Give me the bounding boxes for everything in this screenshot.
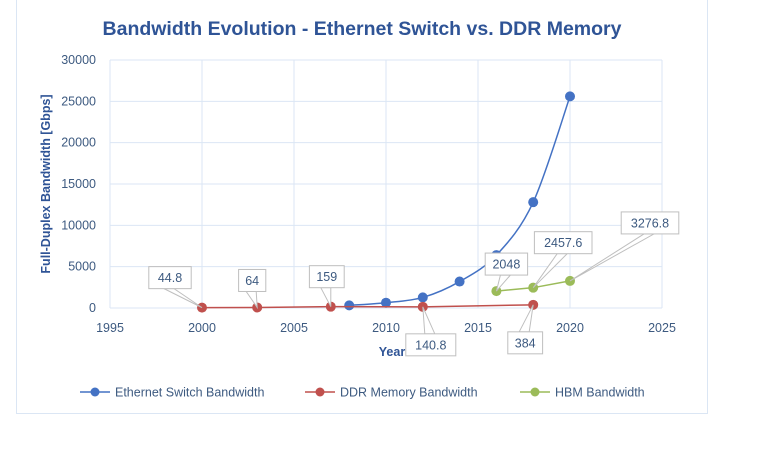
data-label-text: 64 <box>245 274 259 288</box>
data-label-text: 384 <box>515 336 536 350</box>
legend-item: Ethernet Switch Bandwidth <box>80 386 264 400</box>
data-point <box>454 276 465 287</box>
y-tick-label: 20000 <box>61 136 96 150</box>
data-point <box>565 91 575 102</box>
data-label: 384 <box>507 304 544 355</box>
legend-item: DDR Memory Bandwidth <box>305 386 478 400</box>
data-label: 2457.6 <box>532 231 593 289</box>
data-point <box>344 300 355 311</box>
y-tick-label: 5000 <box>68 260 96 274</box>
data-label-text: 2457.6 <box>544 236 582 250</box>
callout-pointer <box>422 306 436 335</box>
data-label-text: 2048 <box>492 258 520 272</box>
data-label-text: 140.8 <box>415 338 446 352</box>
x-tick-label: 2025 <box>648 321 676 335</box>
grid <box>109 59 663 309</box>
data-labels: 44.8 64 159 140.8 384 2048 2457.6 3276.8 <box>148 211 680 357</box>
callout-box <box>533 231 593 255</box>
chart-title: Bandwidth Evolution - Ethernet Switch vs… <box>103 18 622 40</box>
legend-marker <box>315 387 325 397</box>
callout-box <box>148 266 192 290</box>
y-tick-label: 15000 <box>61 177 96 191</box>
callout-pointer <box>163 288 203 309</box>
callout-pointer <box>245 290 258 310</box>
y-tick-labels: 0 5000 10000 15000 20000 25000 30000 <box>61 53 96 315</box>
legend: Ethernet Switch Bandwidth DDR Memory Band… <box>80 386 645 400</box>
callout-box <box>620 211 680 235</box>
x-tick-label: 2005 <box>280 321 308 335</box>
data-label: 3276.8 <box>569 211 680 282</box>
callout-pointer <box>495 274 512 292</box>
x-axis-title: Year <box>379 345 406 359</box>
data-label: 159 <box>308 265 345 307</box>
data-label-text: 159 <box>316 270 337 284</box>
callout-box <box>484 252 529 276</box>
legend-item: HBM Bandwidth <box>520 386 645 400</box>
series-line <box>201 304 534 309</box>
data-label-text: 44.8 <box>158 271 182 285</box>
x-tick-label: 1995 <box>96 321 124 335</box>
legend-label: DDR Memory Bandwidth <box>340 386 478 400</box>
callout-pointer <box>319 287 332 307</box>
data-label: 140.8 <box>405 306 457 357</box>
callout-box <box>507 331 544 355</box>
data-label: 2048 <box>484 252 529 292</box>
x-tick-label: 2000 <box>188 321 216 335</box>
data-point <box>381 297 391 308</box>
callout-box <box>308 265 345 289</box>
callout-pointer <box>518 304 534 333</box>
legend-marker <box>530 387 540 397</box>
x-tick-labels: 1995 2000 2005 2010 2015 2020 2025 <box>96 321 676 335</box>
y-tick-label: 0 <box>89 301 96 315</box>
x-tick-label: 2015 <box>464 321 492 335</box>
data-point <box>528 197 539 208</box>
legend-label: Ethernet Switch Bandwidth <box>115 386 264 400</box>
x-tick-label: 2010 <box>372 321 400 335</box>
y-axis-title: Full-Duplex Bandwidth [Gbps] <box>39 94 53 273</box>
chart-frame <box>16 0 708 414</box>
callout-box <box>405 333 457 357</box>
data-label: 44.8 <box>148 266 203 309</box>
series-ddr-memory-bandwidth <box>197 299 539 313</box>
y-tick-label: 10000 <box>61 218 96 232</box>
data-point <box>417 292 428 303</box>
y-tick-label: 25000 <box>61 94 96 108</box>
legend-label: HBM Bandwidth <box>555 386 645 400</box>
data-label: 64 <box>238 268 267 310</box>
y-tick-label: 30000 <box>61 53 96 67</box>
data-label-text: 3276.8 <box>631 216 669 230</box>
legend-marker <box>90 387 100 397</box>
callout-box <box>238 268 267 292</box>
x-tick-label: 2020 <box>556 321 584 335</box>
